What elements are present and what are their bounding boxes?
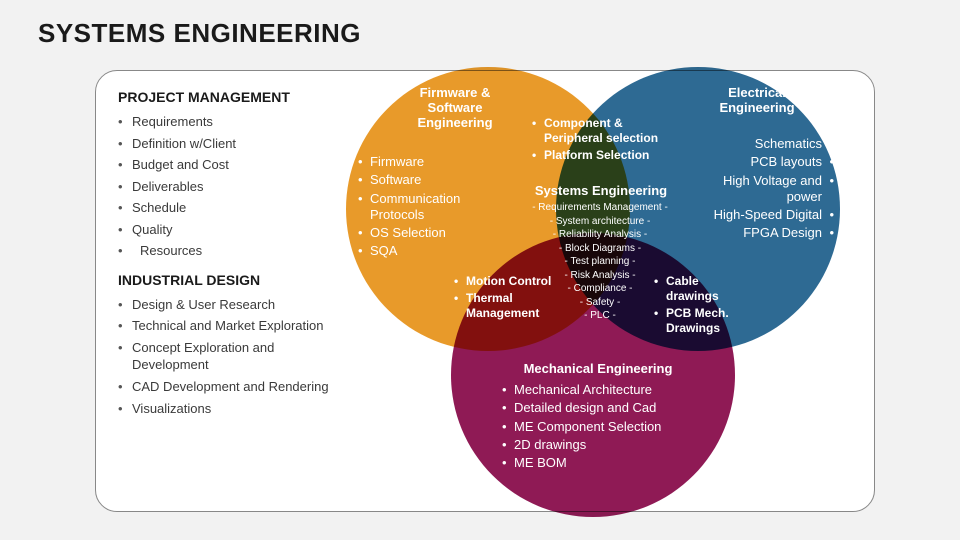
page-title: SYSTEMS ENGINEERING xyxy=(38,18,361,49)
text: Engineering xyxy=(400,115,510,130)
list-item: Budget and Cost xyxy=(118,154,338,176)
center-title: Systems Engineering xyxy=(526,183,676,198)
list-item: - Reliability Analysis - xyxy=(524,228,676,242)
me-items: Mechanical Architecture Detailed design … xyxy=(502,381,712,472)
list-item: ME Component Selection xyxy=(502,418,712,436)
list-item: Communication Protocols xyxy=(358,190,498,225)
list-item: Firmware xyxy=(358,153,498,171)
list-item: Visualizations xyxy=(118,398,338,420)
id-list: Design & User Research Technical and Mar… xyxy=(118,294,338,419)
list-item: High Voltage and power xyxy=(704,172,834,207)
list-item: Software xyxy=(358,171,498,189)
list-item: Thermal Management xyxy=(454,290,564,322)
content-card: PROJECT MANAGEMENT Requirements Definiti… xyxy=(95,70,875,512)
ee-items: Schematics PCB layouts High Voltage and … xyxy=(704,135,834,243)
id-heading: INDUSTRIAL DESIGN xyxy=(118,272,338,288)
text: Electrical xyxy=(702,85,812,100)
list-item: Deliverables xyxy=(118,176,338,198)
list-item: Motion Control xyxy=(454,273,564,290)
fw-ee-items: Component & Peripheral selection Platfor… xyxy=(532,115,672,164)
list-item: Quality xyxy=(118,219,338,241)
pm-heading: PROJECT MANAGEMENT xyxy=(118,89,338,105)
list-item: Concept Exploration and Development xyxy=(118,337,338,376)
list-item: Mechanical Architecture xyxy=(502,381,712,399)
list-item: 2D drawings xyxy=(502,436,712,454)
fw-items: Firmware Software Communication Protocol… xyxy=(358,153,498,261)
list-item: CAD Development and Rendering xyxy=(118,376,338,398)
list-item: FPGA Design xyxy=(704,224,834,242)
list-item: Definition w/Client xyxy=(118,133,338,155)
list-item: PCB Mech. Drawings xyxy=(654,305,754,337)
fw-title: Firmware & Software Engineering xyxy=(400,85,510,130)
text: Firmware & xyxy=(400,85,510,100)
list-item: ME BOM xyxy=(502,454,712,472)
list-item: Cable drawings xyxy=(654,273,754,305)
list-item: Platform Selection xyxy=(532,147,672,164)
me-title: Mechanical Engineering xyxy=(498,361,698,376)
list-item: SQA xyxy=(358,242,498,260)
list-item: Component & Peripheral selection xyxy=(532,115,672,147)
ee-me-items: Cable drawings PCB Mech. Drawings xyxy=(654,273,754,337)
list-item: Resources xyxy=(118,240,338,262)
list-item: OS Selection xyxy=(358,224,498,242)
list-item: - Block Diagrams - xyxy=(524,242,676,256)
fw-me-items: Motion Control Thermal Management xyxy=(454,273,564,322)
pm-list: Requirements Definition w/Client Budget … xyxy=(118,111,338,262)
list-item: Technical and Market Exploration xyxy=(118,315,338,337)
text: Engineering xyxy=(702,100,812,115)
list-item: High-Speed Digital xyxy=(704,206,834,224)
left-column: PROJECT MANAGEMENT Requirements Definiti… xyxy=(118,85,338,429)
text: Software xyxy=(400,100,510,115)
venn-diagram: Firmware & Software Engineering Firmware… xyxy=(326,63,896,533)
list-item: Requirements xyxy=(118,111,338,133)
list-item: - System architecture - xyxy=(524,215,676,229)
list-item: Schematics xyxy=(704,135,834,153)
ee-title: Electrical Engineering xyxy=(702,85,812,115)
list-item: - Requirements Management - xyxy=(524,201,676,215)
list-item: Design & User Research xyxy=(118,294,338,316)
list-item: Detailed design and Cad xyxy=(502,399,712,417)
list-item: PCB layouts xyxy=(704,153,834,171)
list-item: - Test planning - xyxy=(524,255,676,269)
list-item: Schedule xyxy=(118,197,338,219)
